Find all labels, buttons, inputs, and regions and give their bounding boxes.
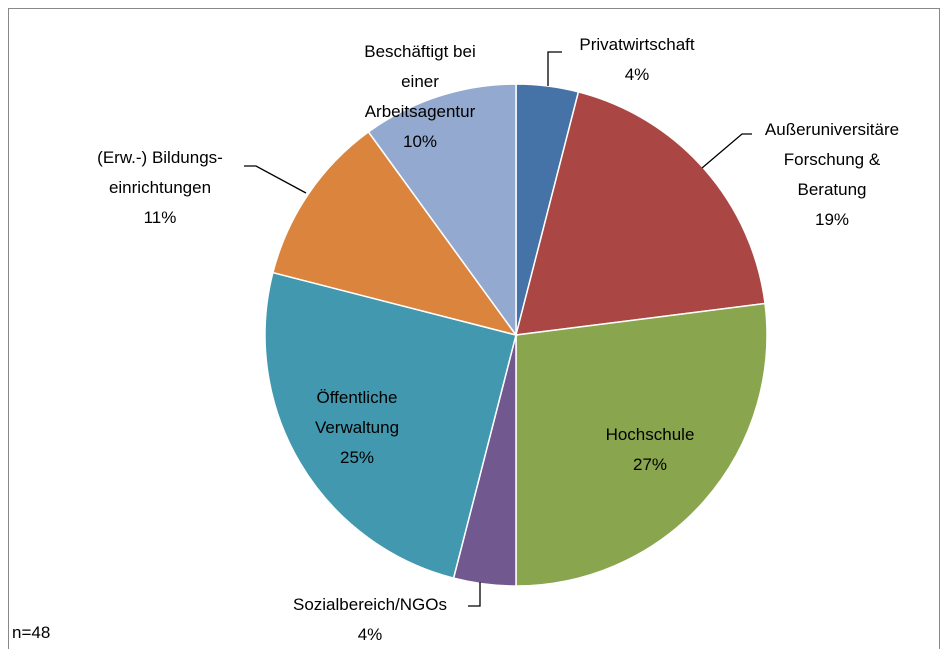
slice-label: Öffentliche Verwaltung 25% [297, 383, 417, 473]
pie-slice [271, 130, 518, 337]
slices [264, 83, 768, 587]
value-label: 10% [402, 132, 438, 151]
leader-line [547, 51, 562, 86]
pie-slice [515, 302, 768, 587]
value-label: 19% [814, 210, 850, 229]
category-name: Sozialbereich/NGOs [292, 595, 447, 614]
value-label: 4% [357, 625, 383, 644]
category-name: (Erw.-) Bildungs-einrichtungen [97, 148, 223, 197]
value-label: 27% [632, 455, 668, 474]
pie-slice [514, 90, 766, 336]
slice-label: Außeruniversitäre Forschung & Beratung 19… [757, 115, 907, 235]
leader-line [701, 133, 752, 169]
value-label: 11% [143, 208, 177, 227]
slice-label: Privatwirtschaft 4% [537, 30, 737, 90]
category-name: Öffentliche Verwaltung [314, 388, 400, 437]
leader-line [244, 165, 307, 194]
frame [8, 8, 940, 649]
value-label: 4% [624, 65, 650, 84]
slice-label: Beschäftigt bei einer Arbeitsagentur 10% [345, 37, 495, 157]
pie-slice [264, 271, 517, 580]
leader-line [468, 582, 481, 607]
leaders [244, 51, 752, 607]
category-name: Privatwirtschaft [579, 35, 695, 54]
slice-label: Hochschule 27% [575, 420, 725, 480]
sample-size: n=48 [12, 623, 51, 642]
category-name: Beschäftigt bei einer Arbeitsagentur [364, 42, 476, 121]
slice-label: (Erw.-) Bildungs-einrichtungen 11% [85, 143, 235, 233]
pie-slice [367, 83, 517, 338]
category-name: Außeruniversitäre Forschung & Beratung [764, 120, 900, 199]
slice-label: Sozialbereich/NGOs 4% [240, 590, 500, 649]
category-name: Hochschule [605, 425, 695, 444]
value-label: 25% [339, 448, 375, 467]
